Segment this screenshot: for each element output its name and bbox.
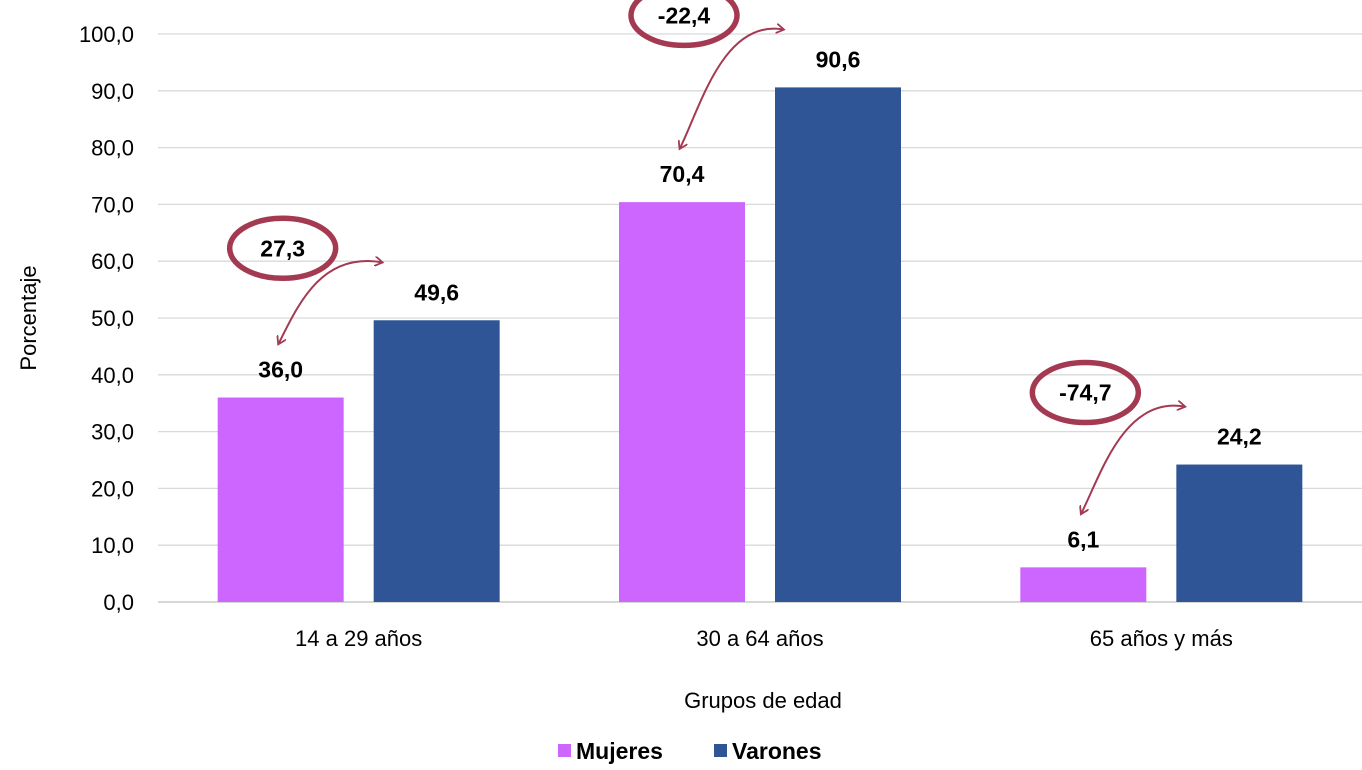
bar-varones — [775, 87, 901, 603]
x-tick-label: 30 a 64 años — [696, 626, 823, 651]
y-tick-label: 10,0 — [91, 533, 134, 558]
x-tick-label: 14 a 29 años — [295, 626, 422, 651]
data-label: 24,2 — [1217, 424, 1262, 450]
gap-label: -22,4 — [658, 2, 711, 28]
data-label: 70,4 — [660, 161, 705, 187]
x-axis-title: Grupos de edad — [684, 688, 842, 713]
gap-annotations: 27,3 -22,4 -74,7 — [226, 0, 1185, 514]
y-tick-label: 70,0 — [91, 192, 134, 217]
data-label: 90,6 — [816, 46, 861, 72]
gap-circle — [1029, 359, 1142, 426]
gap-circle — [628, 0, 740, 49]
y-axis-ticks: 0,0 10,0 20,0 30,0 40,0 50,0 60,0 70,0 80,0 90,0 1… — [79, 22, 134, 615]
y-tick-label: 40,0 — [91, 363, 134, 388]
gap-circle — [226, 215, 339, 282]
data-labels: 36,0 49,6 70,4 90,6 6,1 24,2 — [258, 46, 1261, 552]
legend-swatch-mujeres — [558, 744, 571, 757]
gap-arrow — [279, 261, 382, 344]
y-tick-label: 60,0 — [91, 249, 134, 274]
y-tick-label: 50,0 — [91, 306, 134, 331]
y-tick-label: 20,0 — [91, 476, 134, 501]
y-tick-label: 100,0 — [79, 22, 134, 47]
data-label: 36,0 — [258, 357, 303, 383]
bar-mujeres — [217, 397, 344, 602]
gap-label: -74,7 — [1059, 380, 1111, 406]
y-tick-label: 80,0 — [91, 136, 134, 161]
bars — [217, 87, 1303, 603]
bar-mujeres — [619, 202, 745, 603]
y-tick-label: 30,0 — [91, 420, 134, 445]
y-tick-label: 90,0 — [91, 79, 134, 104]
data-label: 49,6 — [414, 279, 459, 305]
x-tick-label: 65 años y más — [1090, 626, 1233, 651]
gap-arrow — [680, 29, 783, 149]
legend-swatch-varones — [714, 744, 727, 757]
gap-label: 27,3 — [260, 235, 305, 261]
legend-label-varones: Varones — [732, 738, 822, 764]
bar-varones — [373, 320, 500, 602]
y-tick-label: 0,0 — [103, 590, 134, 615]
legend: Mujeres Varones — [558, 738, 822, 764]
gap-arrow — [1081, 406, 1184, 514]
bar-varones — [1176, 464, 1303, 602]
legend-label-mujeres: Mujeres — [576, 738, 663, 764]
x-axis-ticks: 14 a 29 años 30 a 64 años 65 años y más — [295, 626, 1233, 651]
bar-mujeres — [1020, 567, 1147, 602]
data-label: 6,1 — [1067, 526, 1099, 552]
y-axis-title: Porcentaje — [16, 265, 41, 370]
